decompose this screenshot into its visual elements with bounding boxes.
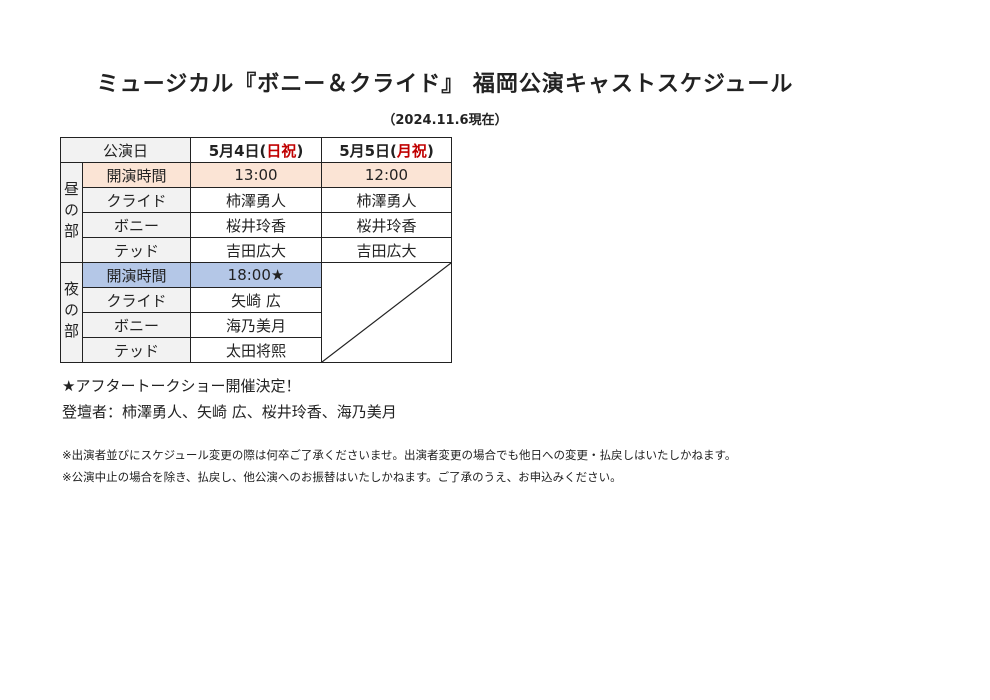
evening-label: 夜の部 <box>60 262 83 363</box>
table-row: テッド 吉田広大 吉田広大 <box>61 237 452 263</box>
matinee-label: 昼の部 <box>60 162 83 263</box>
cast-cell: 桜井玲香 <box>321 212 452 238</box>
cast-cell: 矢崎 広 <box>190 287 322 313</box>
table-row: ボニー 桜井玲香 桜井玲香 <box>61 212 452 238</box>
time-cell: 12:00 <box>321 162 452 188</box>
table-row: クライド 柿澤勇人 柿澤勇人 <box>61 187 452 213</box>
diagonal-slash <box>322 263 451 362</box>
day-header-2: 5月5日(月祝) <box>321 137 452 163</box>
table-row: 夜の部 開演時間 18:00★ <box>60 262 452 363</box>
table-row: 昼の部 開演時間 13:00 12:00 <box>60 162 452 263</box>
role-cell: 開演時間 <box>82 262 191 288</box>
after-talk-notice: ★アフタートークショー開催決定！ <box>62 377 301 395</box>
corner-header: 公演日 <box>60 137 191 163</box>
cast-cell: 海乃美月 <box>190 312 322 338</box>
no-performance-cell <box>321 262 452 363</box>
disclaimer-2: ※公演中止の場合を除き、払戻し、他公演へのお振替はいたしかねます。ご了承のうえ、… <box>62 470 622 484</box>
table-row: クライド 矢崎 広 <box>61 287 452 313</box>
cast-cell: 桜井玲香 <box>190 212 322 238</box>
disclaimer-1: ※出演者並びにスケジュール変更の際は何卒ご了承くださいませ。出演者変更の場合でも… <box>62 448 737 462</box>
cast-cell: 柿澤勇人 <box>190 187 322 213</box>
as-of-date: （2024.11.6現在） <box>382 113 508 128</box>
cast-cell: 太田将熙 <box>190 337 322 363</box>
role-cell: テッド <box>82 337 191 363</box>
cast-cell: 柿澤勇人 <box>321 187 452 213</box>
cast-cell: 吉田広大 <box>321 237 452 263</box>
table-row: ボニー 海乃美月 <box>61 312 452 338</box>
role-cell: クライド <box>82 287 191 313</box>
time-cell: 18:00★ <box>190 262 322 288</box>
role-cell: ボニー <box>82 312 191 338</box>
cast-schedule-table: 公演日 5月4日(日祝) 5月5日(月祝) 昼の部 開演時間 13:00 12:… <box>60 137 452 363</box>
role-cell: ボニー <box>82 212 191 238</box>
cast-cell: 吉田広大 <box>190 237 322 263</box>
header-row: 公演日 5月4日(日祝) 5月5日(月祝) <box>60 137 452 163</box>
role-cell: クライド <box>82 187 191 213</box>
guest-list: 登壇者：柿澤勇人、矢崎 広、桜井玲香、海乃美月 <box>62 403 397 421</box>
table-row: テッド 太田将熙 <box>61 337 452 363</box>
time-cell: 13:00 <box>190 162 322 188</box>
page-title: ミュージカル『ボニー＆クライド』 福岡公演キャストスケジュール <box>96 72 794 97</box>
day-header-1: 5月4日(日祝) <box>190 137 322 163</box>
role-cell: テッド <box>82 237 191 263</box>
role-cell: 開演時間 <box>82 162 191 188</box>
